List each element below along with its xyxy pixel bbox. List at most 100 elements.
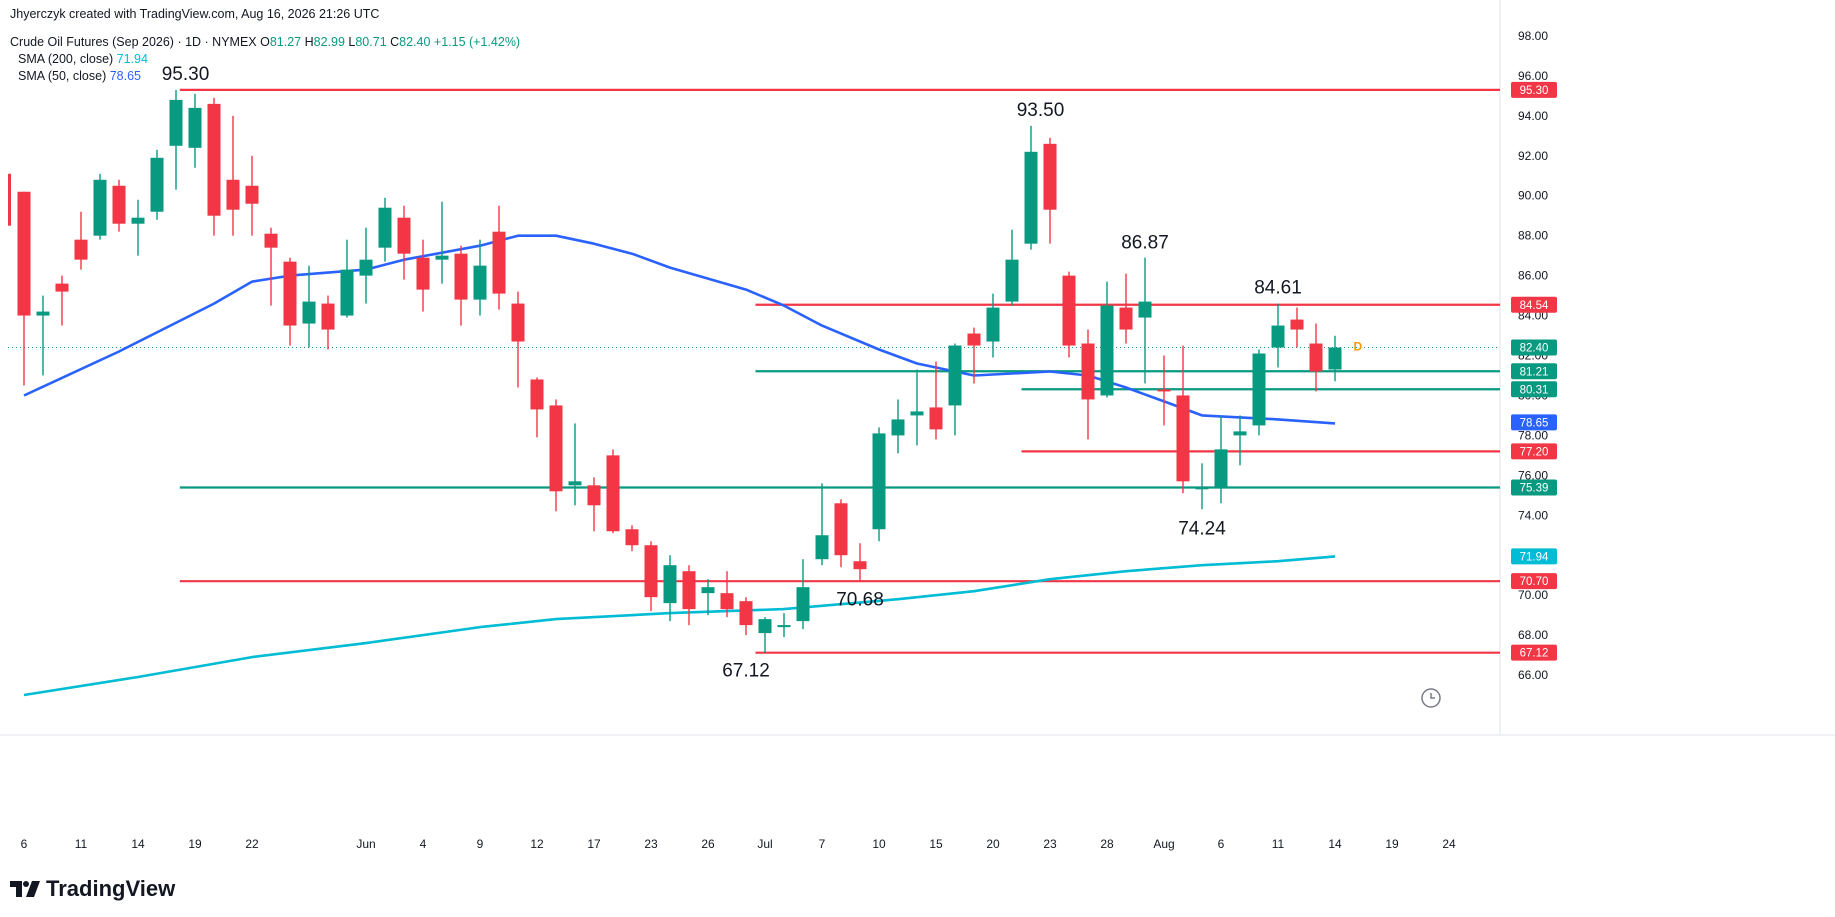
y-tick-label: 90.00: [1518, 189, 1548, 203]
candle-body[interactable]: [1138, 301, 1152, 318]
candle-body[interactable]: [777, 625, 791, 628]
candle-body[interactable]: [644, 545, 658, 598]
candle-body[interactable]: [188, 107, 202, 148]
price-axis-label-text: 95.30: [1520, 85, 1549, 97]
candle-body[interactable]: [36, 311, 50, 316]
close-label: C: [390, 35, 400, 49]
candle-body[interactable]: [929, 407, 943, 430]
candle-body[interactable]: [1081, 343, 1095, 400]
candle-body[interactable]: [625, 529, 639, 546]
candle-body[interactable]: [1157, 389, 1171, 392]
candle-body[interactable]: [1328, 347, 1342, 370]
candle-body[interactable]: [359, 259, 373, 276]
candle-body[interactable]: [549, 405, 563, 492]
candle-body[interactable]: [74, 239, 88, 260]
candle-body[interactable]: [1309, 343, 1323, 372]
candle-body[interactable]: [321, 303, 335, 330]
price-axis-label: [1511, 381, 1557, 398]
candle-body[interactable]: [1100, 305, 1114, 396]
candle-body[interactable]: [663, 565, 677, 604]
candle-body[interactable]: [226, 179, 240, 210]
price-axis-label: [1511, 339, 1557, 356]
brand-logo[interactable]: TradingView: [10, 876, 175, 902]
candle-body[interactable]: [340, 269, 354, 316]
candle-body[interactable]: [1214, 449, 1228, 488]
candle-body[interactable]: [1119, 307, 1133, 330]
candle-body[interactable]: [1233, 431, 1247, 436]
candle-body[interactable]: [302, 301, 316, 324]
y-tick-label: 88.00: [1518, 229, 1548, 243]
candle-body[interactable]: [986, 307, 1000, 342]
candle-body[interactable]: [1062, 275, 1076, 346]
candle-body[interactable]: [796, 587, 810, 622]
candle-body[interactable]: [1195, 487, 1209, 490]
sma200-legend[interactable]: SMA (200, close) 71.94: [18, 52, 148, 66]
candle-body[interactable]: [150, 157, 164, 212]
candle-body[interactable]: [169, 99, 183, 146]
y-tick-label: 74.00: [1518, 508, 1548, 522]
high-value: 82.99: [313, 35, 345, 49]
candle-body[interactable]: [948, 345, 962, 406]
y-tick-label: 94.00: [1518, 109, 1548, 123]
price-axis-label-text: 71.94: [1520, 551, 1549, 563]
candle-body[interactable]: [1043, 143, 1057, 210]
candle-body[interactable]: [55, 283, 69, 292]
sma50-legend[interactable]: SMA (50, close) 78.65: [18, 69, 141, 83]
price-annotation: 86.87: [1121, 232, 1169, 253]
candle-body[interactable]: [701, 587, 715, 594]
price-axis-label: [1511, 644, 1557, 661]
candle-body[interactable]: [606, 455, 620, 532]
sma200-line[interactable]: [23, 555, 1336, 697]
y-tick-label: 98.00: [1518, 29, 1548, 43]
x-tick-label: 14: [1328, 837, 1342, 851]
symbol-legend[interactable]: Crude Oil Futures (Sep 2026) · 1D · NYME…: [10, 35, 520, 49]
candle-body[interactable]: [1290, 319, 1304, 330]
candle-body[interactable]: [17, 191, 31, 316]
sma200-value: 71.94: [116, 52, 148, 66]
candle-body[interactable]: [587, 485, 601, 506]
x-tick-label: 12: [530, 837, 544, 851]
x-tick-label: 11: [75, 837, 88, 851]
candle-body[interactable]: [207, 103, 221, 216]
candle-body[interactable]: [435, 255, 449, 260]
candle-body[interactable]: [568, 481, 582, 486]
candle-body[interactable]: [530, 379, 544, 410]
candle-body[interactable]: [416, 257, 430, 290]
x-tick-label: 14: [131, 837, 145, 851]
candle-body[interactable]: [853, 561, 867, 570]
candle-body[interactable]: [112, 185, 126, 224]
candle-body[interactable]: [454, 253, 468, 300]
candle-body[interactable]: [283, 261, 297, 326]
candle-body[interactable]: [834, 503, 848, 556]
candle-body[interactable]: [967, 333, 981, 346]
y-tick-label: 92.00: [1518, 149, 1548, 163]
candle-body[interactable]: [397, 217, 411, 254]
candle-body[interactable]: [511, 303, 525, 342]
dividend-marker-icon: D: [1353, 340, 1362, 354]
candle-body[interactable]: [891, 419, 905, 436]
candle-body[interactable]: [378, 207, 392, 248]
candle-body[interactable]: [720, 593, 734, 610]
candle-body[interactable]: [93, 179, 107, 236]
candle-body[interactable]: [492, 231, 506, 294]
candle-body[interactable]: [1252, 353, 1266, 426]
candle-body[interactable]: [815, 535, 829, 560]
sma50-line[interactable]: [23, 234, 1336, 425]
candle-body[interactable]: [245, 185, 259, 204]
candle-body[interactable]: [910, 411, 924, 416]
candle-body[interactable]: [1005, 259, 1019, 302]
candle-body[interactable]: [1271, 325, 1285, 348]
candle-body[interactable]: [131, 217, 145, 224]
candle-body[interactable]: [1176, 395, 1190, 482]
x-tick-label: Jul: [757, 837, 772, 851]
candle-body[interactable]: [264, 233, 278, 248]
candle-body[interactable]: [473, 265, 487, 300]
price-axis-label: [1511, 548, 1557, 565]
candle-body[interactable]: [758, 619, 772, 634]
candle-body[interactable]: [682, 571, 696, 610]
candle-body[interactable]: [739, 601, 753, 626]
price-axis-label-text: 80.31: [1520, 384, 1549, 396]
candle-body[interactable]: [1024, 151, 1038, 244]
candle-body[interactable]: [872, 433, 886, 530]
